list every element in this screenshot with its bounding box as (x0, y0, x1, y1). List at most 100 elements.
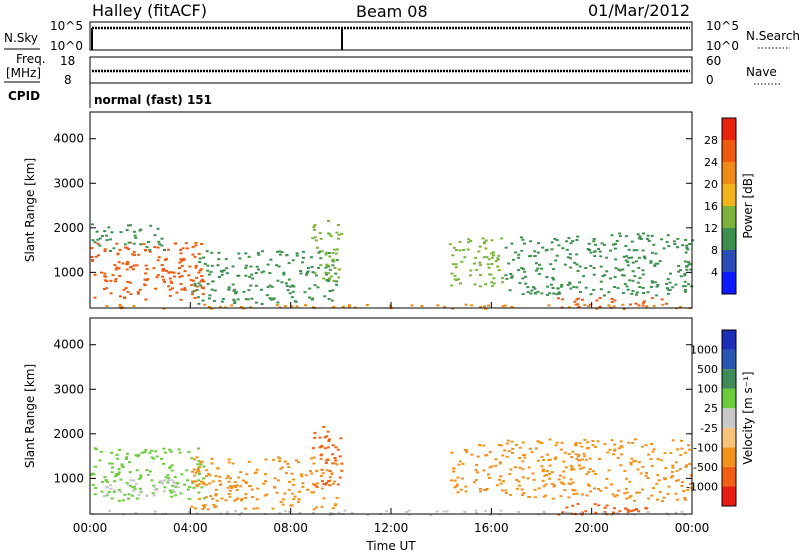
heatmap-cell-velocity-5 (607, 469, 611, 472)
heatmap-cell-velocity-2 (286, 462, 290, 465)
heatmap-cell-velocity-0 (199, 463, 203, 466)
heatmap-cell-velocity-3 (338, 476, 342, 479)
heatmap-cell-velocity-4 (464, 449, 468, 452)
heatmap-cell-power-5 (631, 279, 635, 282)
heatmap-cell-power-7 (629, 303, 632, 306)
heatmap-cell-power-1 (149, 224, 153, 227)
heatmap-cell-velocity-5 (662, 496, 666, 499)
heatmap-cell-velocity-5 (518, 466, 522, 469)
heatmap-cell-velocity-5 (687, 448, 691, 451)
heatmap-cell-velocity-3 (313, 436, 317, 439)
heatmap-cell-velocity-0 (187, 450, 191, 453)
heatmap-cell-power-5 (677, 270, 681, 273)
heatmap-cell-velocity-2 (240, 498, 244, 500)
heatmap-cell-velocity-2 (285, 472, 288, 475)
heatmap-cell-velocity-5 (588, 468, 592, 470)
heatmap-cell-power-5 (610, 234, 614, 237)
heatmap-cell-velocity-2 (210, 462, 214, 465)
heatmap-cell-velocity-2 (194, 471, 198, 474)
heatmap-cell-velocity-5 (620, 445, 624, 448)
heatmap-cell-velocity-5 (581, 493, 585, 496)
heatmap-cell-power-2 (199, 284, 203, 287)
heatmap-cell-power-5 (603, 274, 607, 277)
heatmap-cell-velocity-2 (281, 498, 285, 501)
heatmap-cell-velocity-2 (194, 480, 197, 483)
heatmap-cell-velocity-1 (113, 489, 117, 492)
heatmap-cell-velocity-4 (478, 488, 482, 490)
heatmap-cell-power-4 (491, 251, 495, 254)
heatmap-cell-power-5 (568, 253, 572, 256)
heatmap-cell-power-0 (96, 242, 100, 245)
heatmap-cell-power-0 (199, 268, 203, 271)
heatmap-cell-power-5 (642, 255, 646, 258)
heatmap-cell-power-0 (129, 293, 133, 296)
heatmap-cell-power-5 (510, 276, 513, 279)
heatmap-cell-power-0 (194, 241, 198, 244)
heatmap-cell-power-5 (655, 294, 659, 297)
heatmap-cell-velocity-2 (271, 507, 275, 510)
heatmap-cell-velocity-5 (569, 478, 573, 481)
heatmap-cell-power-1 (98, 237, 102, 240)
heatmap-cell-velocity-3 (322, 483, 326, 486)
heatmap-cell-velocity-2 (227, 458, 231, 461)
heatmap-cell-power-2 (261, 250, 264, 253)
velocity-colorbar-segment (722, 447, 736, 467)
heatmap-cell-velocity-2 (255, 468, 259, 471)
heatmap-cell-velocity-5 (587, 471, 591, 473)
heatmap-cell-power-0 (114, 280, 117, 283)
heatmap-cell-velocity-7 (542, 510, 546, 513)
heatmap-cell-velocity-5 (537, 487, 541, 490)
heatmap-cell-power-5 (592, 273, 596, 276)
heatmap-cell-velocity-5 (548, 472, 551, 475)
heatmap-cell-power-5 (621, 274, 625, 277)
heatmap-cell-velocity-5 (676, 448, 680, 451)
heatmap-cell-velocity-1 (106, 493, 110, 495)
heatmap-cell-power-5 (613, 243, 617, 245)
heatmap-cell-velocity-6 (634, 508, 638, 511)
heatmap-cell-velocity-6 (626, 509, 630, 511)
heatmap-cell-velocity-0 (168, 465, 172, 468)
heatmap-cell-velocity-0 (121, 466, 125, 469)
heatmap-cell-velocity-2 (226, 475, 230, 477)
heatmap-cell-power-5 (607, 291, 611, 294)
heatmap-cell-power-5 (658, 260, 662, 263)
heatmap-cell-power-3 (329, 275, 333, 278)
heatmap-cell-power-4 (490, 252, 494, 255)
heatmap-cell-velocity-5 (528, 447, 532, 450)
heatmap-cell-velocity-5 (608, 448, 612, 451)
heatmap-cell-velocity-2 (304, 474, 308, 477)
heatmap-cell-power-5 (517, 256, 521, 259)
heatmap-cell-power-0 (201, 293, 205, 295)
heatmap-cell-power-4 (466, 241, 470, 244)
heatmap-cell-velocity-0 (187, 488, 190, 491)
heatmap-cell-velocity-0 (171, 484, 175, 487)
heatmap-cell-power-0 (191, 253, 195, 256)
heatmap-cell-velocity-2 (287, 466, 291, 468)
nsky-left-tick-top: 10^5 (50, 19, 83, 33)
heatmap-cell-velocity-0 (191, 481, 195, 484)
heatmap-cell-power-4 (479, 274, 482, 277)
heatmap-cell-velocity-5 (532, 478, 536, 481)
heatmap-cell-power-5 (599, 255, 603, 258)
heatmap-cell-velocity-2 (233, 481, 237, 484)
heatmap-cell-power-2 (225, 267, 229, 270)
heatmap-cell-power-5 (552, 268, 556, 271)
heatmap-cell-power-5 (605, 270, 609, 273)
heatmap-cell-power-3 (324, 253, 328, 256)
heatmap-cell-velocity-2 (250, 488, 254, 491)
heatmap-cell-velocity-5 (559, 474, 562, 477)
heatmap-cell-power-5 (627, 248, 631, 251)
heatmap-cell-velocity-0 (149, 449, 153, 452)
heatmap-cell-power-4 (450, 284, 454, 287)
heatmap-cell-power-6 (510, 306, 514, 308)
heatmap-cell-power-2 (325, 273, 328, 276)
heatmap-cell-velocity-2 (230, 486, 234, 489)
power-colorbar-tick-label: 4 (711, 266, 718, 279)
heatmap-cell-velocity-0 (168, 448, 172, 451)
heatmap-cell-power-2 (270, 285, 274, 288)
heatmap-cell-velocity-2 (228, 489, 232, 492)
heatmap-cell-velocity-3 (325, 481, 329, 484)
heatmap-cell-velocity-4 (450, 451, 454, 454)
heatmap-cell-velocity-2 (283, 460, 287, 463)
heatmap-cell-velocity-2 (225, 477, 229, 480)
